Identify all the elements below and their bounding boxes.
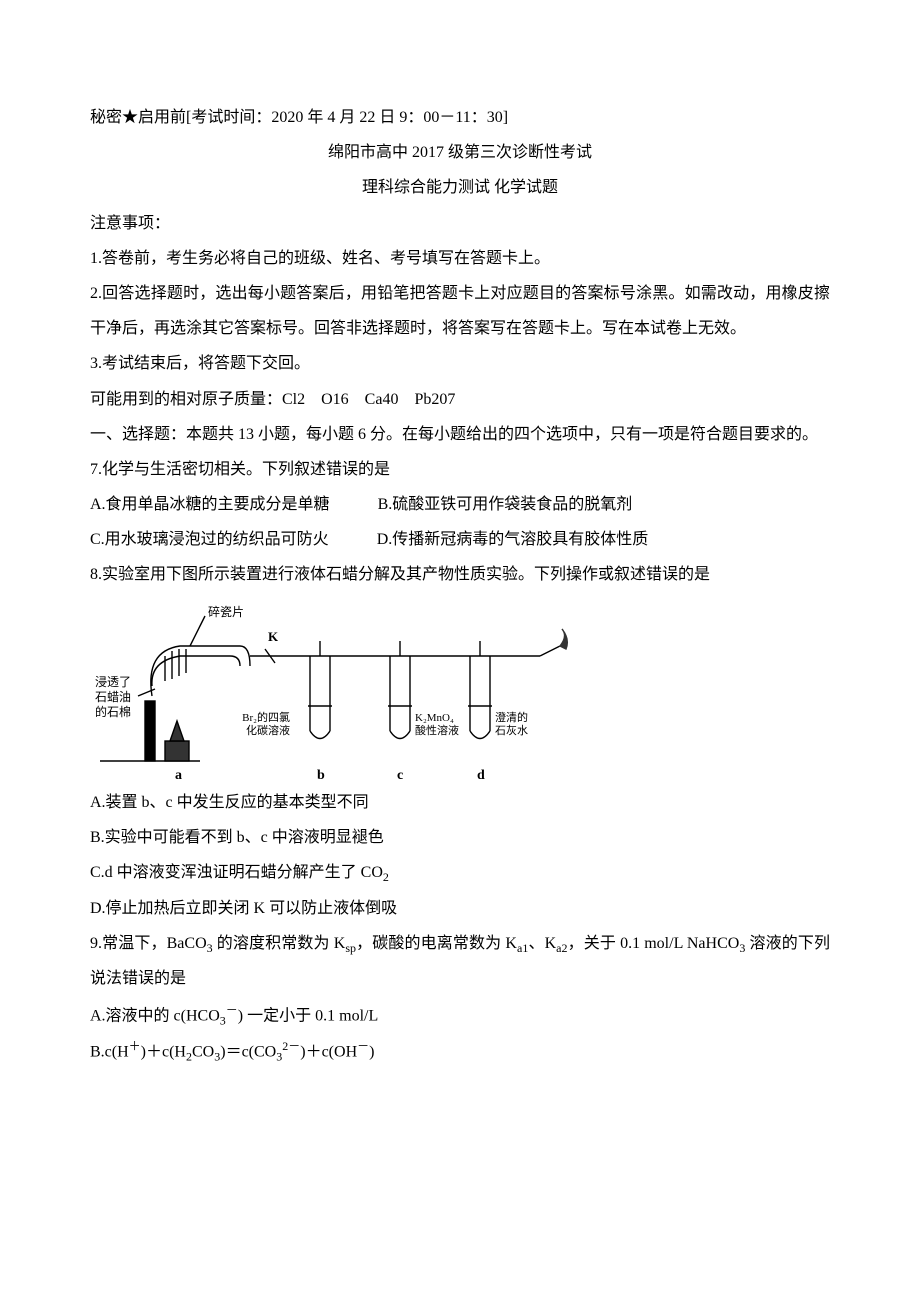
label-tube-d-2: 石灰水: [495, 723, 528, 737]
secrecy-line: 秘密★启用前[考试时间：2020 年 4 月 22 日 9：00－11：30]: [90, 100, 830, 135]
q9-b-sup1: ＋: [129, 1039, 141, 1053]
q9-a-tail: ) 一定小于 0.1 mol/L: [238, 1007, 378, 1024]
q9-b-sup3: －: [357, 1039, 369, 1053]
q9-stem-part1: 9.常温下，BaCO: [90, 935, 207, 952]
q9-b-tail: ): [369, 1044, 374, 1061]
q9-a-sup: －: [226, 1003, 238, 1017]
label-asbestos-1: 浸透了: [95, 675, 131, 689]
notice-item-3: 3.考试结束后，将答题下交回。: [90, 346, 830, 381]
q8-c-text: C.d 中溶液变浑浊证明石蜡分解产生了 CO: [90, 864, 383, 881]
label-tube-c-2: 酸性溶液: [415, 723, 459, 737]
q8-option-b: B.实验中可能看不到 b、c 中溶液明显褪色: [90, 820, 830, 855]
q9-stem-part4: 、K: [528, 935, 556, 952]
exam-title-1: 绵阳市高中 2017 级第三次诊断性考试: [90, 135, 830, 170]
q7-option-b: B.硫酸亚铁可用作袋装食品的脱氧剂: [378, 496, 633, 513]
q8-apparatus-diagram: 碎瓷片 K 浸透了 石蜡油 的石棉: [90, 601, 830, 781]
label-tube-b-1: Br₂的四氯: [242, 710, 290, 724]
label-tube-d-1: 澄清的: [495, 710, 528, 724]
notices-heading: 注意事项：: [90, 206, 830, 241]
q8-option-a: A.装置 b、c 中发生反应的基本类型不同: [90, 785, 830, 820]
q9-stem-sub3: a1: [517, 941, 528, 955]
label-a: a: [175, 768, 182, 781]
label-ceramic: 碎瓷片: [208, 604, 244, 619]
label-asbestos-3: 的石棉: [95, 704, 131, 719]
q8-option-c: C.d 中溶液变浑浊证明石蜡分解产生了 CO2: [90, 855, 830, 891]
q9-b-sup2: 2－: [282, 1039, 300, 1053]
q7-options-line2: C.用水玻璃浸泡过的纺织品可防火 D.传播新冠病毒的气溶胶具有胶体性质: [90, 522, 830, 557]
q8-option-d: D.停止加热后立即关闭 K 可以防止液体倒吸: [90, 891, 830, 926]
q9-b-pre: B.c(H: [90, 1044, 129, 1061]
q8-c-sub: 2: [383, 870, 389, 884]
notice-item-2: 2.回答选择题时，选出每小题答案后，用铅笔把答题卡上对应题目的答案标号涂黑。如需…: [90, 276, 830, 346]
label-asbestos-2: 石蜡油: [95, 690, 131, 704]
notice-item-1: 1.答卷前，考生务必将自己的班级、姓名、考号填写在答题卡上。: [90, 241, 830, 276]
q7-stem: 7.化学与生活密切相关。下列叙述错误的是: [90, 452, 830, 487]
q9-stem-sub2: sp: [345, 941, 356, 955]
label-valve-k: K: [268, 629, 279, 644]
label-tube-b-2: 化碳溶液: [246, 723, 290, 737]
q8-stem: 8.实验室用下图所示装置进行液体石蜡分解及其产物性质实验。下列操作或叙述错误的是: [90, 557, 830, 592]
q9-stem-part3: ，碳酸的电离常数为 K: [356, 935, 517, 952]
label-d: d: [477, 768, 485, 781]
label-c: c: [397, 768, 403, 781]
q7-options-line1: A.食用单晶冰糖的主要成分是单糖 B.硫酸亚铁可用作袋装食品的脱氧剂: [90, 487, 830, 522]
exam-title-2: 理科综合能力测试 化学试题: [90, 170, 830, 205]
q9-b-mid4: )＋c(OH: [300, 1044, 357, 1061]
q7-option-a: A.食用单晶冰糖的主要成分是单糖: [90, 496, 330, 513]
q9-stem-part5: ，关于 0.1 mol/L NaHCO: [567, 935, 739, 952]
q9-option-a: A.溶液中的 c(HCO3－) 一定小于 0.1 mol/L: [90, 997, 830, 1034]
q9-b-mid3: )＝c(CO: [220, 1044, 276, 1061]
q9-stem-part2: 的溶度积常数为 K: [213, 935, 346, 952]
q9-b-mid1: )＋c(H: [141, 1044, 186, 1061]
atomic-mass-line: 可能用到的相对原子质量：Cl2 O16 Ca40 Pb207: [90, 382, 830, 417]
label-b: b: [317, 768, 325, 781]
q7-option-d: D.传播新冠病毒的气溶胶具有胶体性质: [377, 531, 649, 548]
q9-stem: 9.常温下，BaCO3 的溶度积常数为 Ksp，碳酸的电离常数为 Ka1、Ka2…: [90, 926, 830, 997]
label-tube-c-1: K₂MnO₄: [415, 712, 454, 724]
q9-stem-sub4: a2: [556, 941, 567, 955]
q9-b-mid2: CO: [192, 1044, 214, 1061]
q9-option-b: B.c(H＋)＋c(H2CO3)＝c(CO32－)＋c(OH－): [90, 1033, 830, 1070]
q9-a-pre: A.溶液中的 c(HCO: [90, 1007, 220, 1024]
q7-option-c: C.用水玻璃浸泡过的纺织品可防火: [90, 531, 329, 548]
section1-heading: 一、选择题：本题共 13 小题，每小题 6 分。在每小题给出的四个选项中，只有一…: [90, 417, 830, 452]
